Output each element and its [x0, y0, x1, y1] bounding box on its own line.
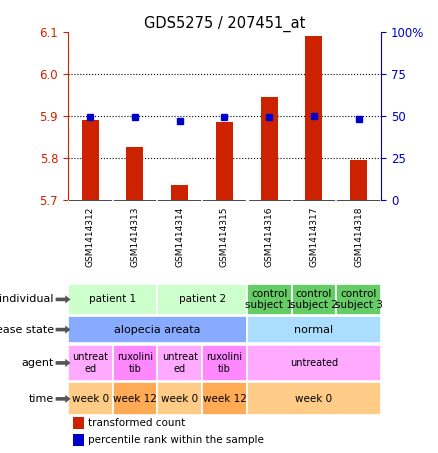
- Bar: [127, 147, 144, 200]
- Bar: [247, 382, 381, 415]
- Bar: [68, 382, 113, 415]
- Text: GSM1414313: GSM1414313: [131, 207, 139, 267]
- Text: GSM1414316: GSM1414316: [265, 207, 274, 267]
- Bar: [247, 316, 381, 343]
- Text: transformed count: transformed count: [88, 418, 186, 428]
- Text: week 12: week 12: [113, 394, 157, 404]
- Text: control
subject 1: control subject 1: [245, 289, 293, 310]
- Text: time: time: [28, 394, 54, 404]
- Text: disease state: disease state: [0, 325, 54, 335]
- Text: untreat
ed: untreat ed: [162, 352, 198, 374]
- Bar: [292, 284, 336, 314]
- Bar: [73, 434, 84, 446]
- Text: untreat
ed: untreat ed: [72, 352, 108, 374]
- Bar: [157, 382, 202, 415]
- Text: alopecia areata: alopecia areata: [114, 325, 201, 335]
- Text: normal: normal: [294, 325, 333, 335]
- Text: week 0: week 0: [161, 394, 198, 404]
- Text: GSM1414315: GSM1414315: [220, 207, 229, 267]
- Bar: [82, 120, 99, 200]
- Text: individual: individual: [0, 294, 54, 304]
- Text: GSM1414314: GSM1414314: [175, 207, 184, 267]
- Text: GSM1414312: GSM1414312: [86, 207, 95, 267]
- Text: ruxolini
tib: ruxolini tib: [117, 352, 153, 374]
- Text: week 0: week 0: [295, 394, 332, 404]
- Bar: [68, 345, 113, 381]
- Title: GDS5275 / 207451_at: GDS5275 / 207451_at: [144, 15, 305, 32]
- Text: ruxolini
tib: ruxolini tib: [206, 352, 243, 374]
- Bar: [202, 345, 247, 381]
- Bar: [157, 345, 202, 381]
- Bar: [216, 122, 233, 200]
- Text: GSM1414317: GSM1414317: [310, 207, 318, 267]
- Text: control
subject 2: control subject 2: [290, 289, 338, 310]
- Bar: [261, 97, 278, 200]
- Bar: [73, 417, 84, 429]
- Bar: [247, 345, 381, 381]
- Bar: [305, 36, 322, 200]
- Text: control
subject 3: control subject 3: [335, 289, 383, 310]
- Bar: [113, 382, 157, 415]
- Text: patient 1: patient 1: [89, 294, 136, 304]
- Bar: [68, 316, 247, 343]
- Text: agent: agent: [21, 358, 54, 368]
- Bar: [202, 382, 247, 415]
- Text: week 0: week 0: [72, 394, 109, 404]
- Text: patient 2: patient 2: [179, 294, 226, 304]
- Bar: [68, 284, 157, 314]
- Bar: [350, 160, 367, 200]
- Bar: [157, 284, 247, 314]
- Bar: [113, 345, 157, 381]
- Bar: [336, 284, 381, 314]
- Text: percentile rank within the sample: percentile rank within the sample: [88, 435, 264, 445]
- Text: GSM1414318: GSM1414318: [354, 207, 363, 267]
- Bar: [171, 185, 188, 200]
- Text: week 12: week 12: [202, 394, 247, 404]
- Bar: [247, 284, 292, 314]
- Text: untreated: untreated: [290, 358, 338, 368]
